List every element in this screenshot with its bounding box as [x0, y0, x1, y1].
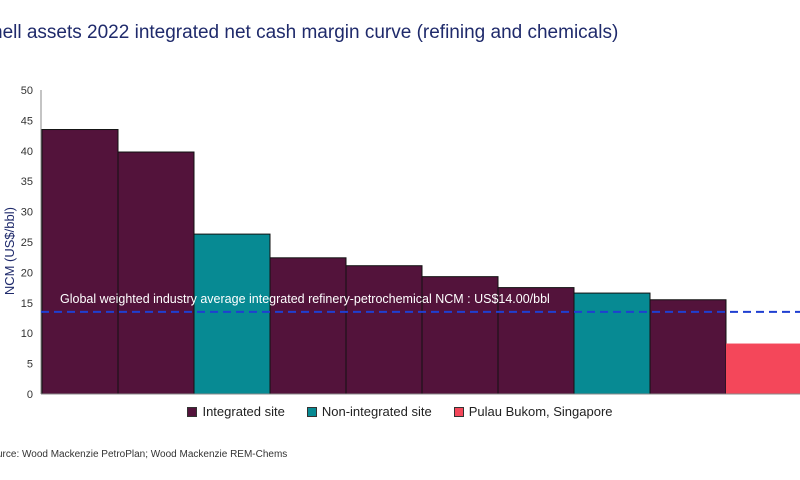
y-tick-label: 40: [21, 146, 33, 158]
legend-label: Pulau Bukom, Singapore: [468, 404, 613, 419]
legend-swatch: [453, 406, 464, 417]
bar-integrated: [117, 151, 195, 395]
chart-title: hell assets 2022 integrated net cash mar…: [0, 22, 619, 43]
y-axis-label: NCM (US$/bbl): [2, 207, 17, 295]
legend-item-singapore: Pulau Bukom, Singapore: [453, 404, 613, 419]
y-tick-label: 15: [21, 298, 33, 310]
y-tick-label: 0: [27, 389, 33, 400]
average-reference-label: Global weighted industry average integra…: [60, 292, 550, 306]
legend-item-integrated: Integrated site: [187, 404, 285, 419]
bar-integrated: [269, 257, 347, 395]
source-note: urce: Wood Mackenzie PetroPlan; Wood Mac…: [0, 449, 288, 460]
bar-singapore: [726, 343, 800, 394]
y-tick-label: 45: [21, 115, 33, 127]
y-tick-label: 30: [21, 207, 33, 219]
y-tick-label: 20: [21, 267, 33, 279]
y-tick-label: 10: [21, 328, 33, 340]
bar-integrated: [649, 299, 727, 395]
legend: Integrated site Non-integrated site Pulau …: [0, 404, 800, 419]
bar-integrated: [41, 129, 119, 395]
legend-swatch: [187, 406, 198, 417]
y-tick-label: 35: [21, 176, 33, 188]
bar-non_integrated: [573, 292, 651, 395]
y-tick-label: 25: [21, 237, 33, 249]
legend-label: Non-integrated site: [321, 404, 432, 419]
ncm-curve-chart: 0 5 10 15 20 25 30 35 40 45 50 NCM (US$/bbl) Global …: [2, 85, 800, 400]
bar-integrated: [345, 265, 423, 395]
legend-swatch: [306, 406, 317, 417]
bar-non_integrated: [193, 233, 271, 395]
legend-item-non-integrated: Non-integrated site: [306, 404, 432, 419]
y-tick-label: 50: [21, 85, 33, 97]
legend-label: Integrated site: [202, 404, 285, 419]
y-tick-label: 5: [27, 359, 33, 371]
